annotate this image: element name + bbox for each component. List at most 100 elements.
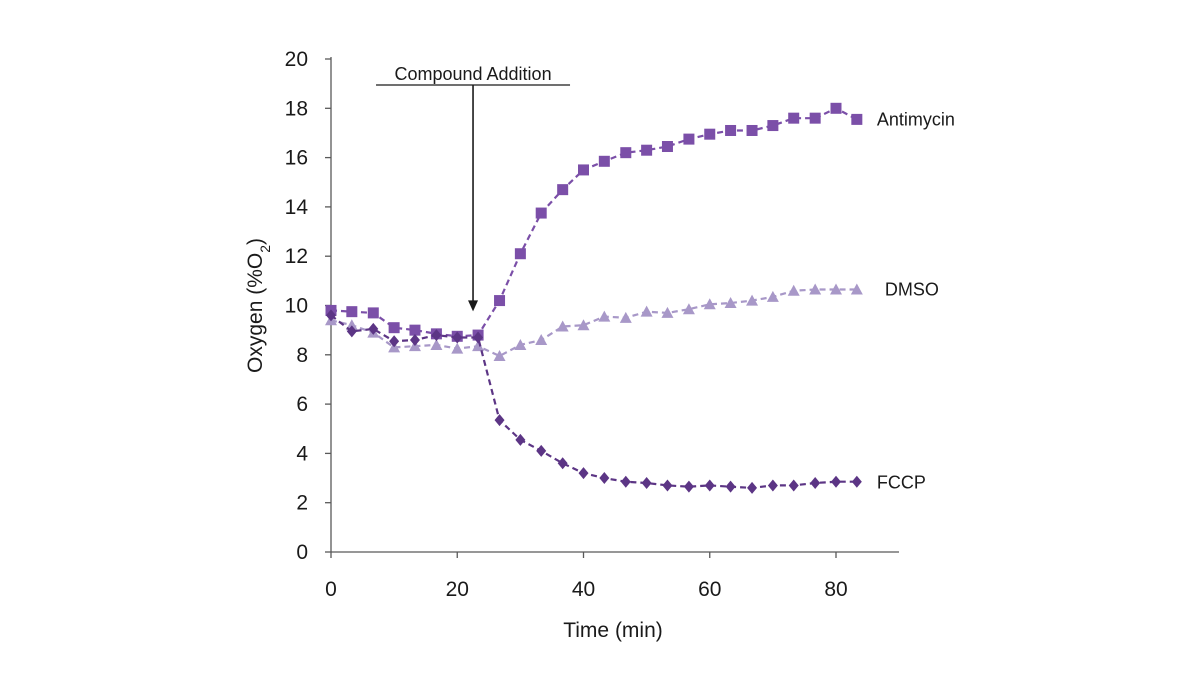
x-tick-label: 40 <box>572 578 595 601</box>
data-point-antimycin <box>514 248 526 260</box>
data-point-fccp <box>473 331 484 344</box>
data-point-antimycin <box>409 324 421 336</box>
y-tick-label: 18 <box>285 97 308 120</box>
data-point-antimycin <box>598 155 610 167</box>
data-point-antimycin <box>661 141 673 153</box>
data-point-fccp <box>747 481 758 494</box>
series-label-fccp: FCCP <box>877 473 926 493</box>
data-point-dmso <box>682 303 695 315</box>
data-point-fccp <box>452 331 463 344</box>
y-tick-label: 10 <box>285 295 308 318</box>
series-line-dmso <box>330 288 857 358</box>
data-point-antimycin <box>851 113 863 125</box>
data-point-fccp <box>431 329 442 342</box>
data-point-fccp <box>725 480 736 493</box>
series-label-dmso: DMSO <box>885 279 939 299</box>
data-point-fccp <box>536 444 547 457</box>
data-point-antimycin <box>830 102 842 114</box>
data-point-fccp <box>704 479 715 492</box>
y-axis-title-end: ) <box>244 238 267 245</box>
data-point-fccp <box>831 475 841 488</box>
y-tick-label: 2 <box>296 492 308 515</box>
data-point-dmso <box>766 290 779 302</box>
y-tick-label: 0 <box>296 541 308 564</box>
data-point-antimycin <box>641 144 653 156</box>
data-point-dmso <box>724 297 737 309</box>
data-point-antimycin <box>683 133 695 145</box>
data-point-dmso <box>787 284 800 296</box>
data-point-dmso <box>535 334 548 346</box>
data-point-dmso <box>514 338 527 350</box>
data-point-fccp <box>515 433 526 446</box>
data-point-fccp <box>578 467 589 480</box>
data-point-antimycin <box>704 128 716 140</box>
data-point-fccp <box>346 325 357 338</box>
data-point-fccp <box>389 335 400 348</box>
data-point-fccp <box>641 476 652 489</box>
y-tick-label: 8 <box>296 344 308 367</box>
data-point-fccp <box>620 475 631 488</box>
data-point-dmso <box>746 294 759 306</box>
x-tick-label: 20 <box>446 578 469 601</box>
data-point-antimycin <box>494 295 506 307</box>
data-point-fccp <box>662 479 673 492</box>
y-axis-title-main: Oxygen (%O <box>244 253 267 373</box>
data-point-antimycin <box>388 322 400 334</box>
data-point-fccp <box>557 457 568 470</box>
data-point-dmso <box>493 350 506 362</box>
data-point-fccp <box>368 322 379 335</box>
annotation-text: Compound Addition <box>394 64 551 84</box>
data-point-antimycin <box>367 307 379 319</box>
data-point-antimycin <box>788 112 800 124</box>
data-point-antimycin <box>809 112 821 124</box>
data-point-fccp <box>326 309 336 322</box>
data-point-antimycin <box>346 306 358 318</box>
data-point-dmso <box>809 283 822 295</box>
series-antimycin: Antimycin <box>325 102 955 342</box>
data-point-dmso <box>345 319 358 331</box>
y-axis-title: Oxygen (%O2) <box>244 238 273 373</box>
data-point-dmso <box>556 320 569 332</box>
data-point-fccp <box>851 475 862 488</box>
data-point-antimycin <box>578 164 589 176</box>
data-point-antimycin <box>535 207 547 219</box>
data-point-antimycin <box>767 120 779 132</box>
y-tick-label: 16 <box>285 147 308 170</box>
compound-addition-annotation: Compound Addition <box>376 64 571 312</box>
data-point-dmso <box>640 305 653 317</box>
series-line-fccp <box>330 314 857 490</box>
data-point-dmso <box>577 319 590 331</box>
series-dmso: DMSO <box>325 279 939 362</box>
x-tick-label: 0 <box>325 578 337 601</box>
series-label-antimycin: Antimycin <box>877 109 955 129</box>
y-tick-label: 12 <box>285 245 308 268</box>
data-point-antimycin <box>746 124 758 136</box>
data-point-fccp <box>409 334 420 347</box>
data-point-antimycin <box>620 147 632 159</box>
data-point-dmso <box>830 283 842 295</box>
series-fccp: FCCP <box>326 309 926 494</box>
data-point-antimycin <box>557 184 569 196</box>
data-point-dmso <box>472 340 485 352</box>
y-tick-label: 14 <box>285 196 309 219</box>
data-point-dmso <box>661 306 674 318</box>
data-point-fccp <box>599 472 610 485</box>
axes: 0 2 4 6 8 10 12 14 16 18 20 0 20 40 60 80 <box>285 48 899 601</box>
y-axis-title-subscript: 2 <box>257 245 273 253</box>
x-tick-label: 80 <box>824 578 847 601</box>
y-tick-label: 6 <box>296 393 308 416</box>
data-point-fccp <box>767 479 778 492</box>
annotation-arrowhead <box>468 300 479 312</box>
data-point-antimycin <box>725 124 737 136</box>
data-point-dmso <box>430 338 443 350</box>
data-point-fccp <box>494 414 505 427</box>
y-tick-label: 20 <box>285 48 308 71</box>
series-layer: Antimycin DMSO FCCP <box>325 102 955 494</box>
x-tick-label: 60 <box>698 578 721 601</box>
data-point-dmso <box>703 298 716 310</box>
data-point-dmso <box>598 310 611 322</box>
data-point-fccp <box>788 479 799 492</box>
x-axis-title: Time (min) <box>563 619 663 642</box>
data-point-dmso <box>451 342 464 354</box>
